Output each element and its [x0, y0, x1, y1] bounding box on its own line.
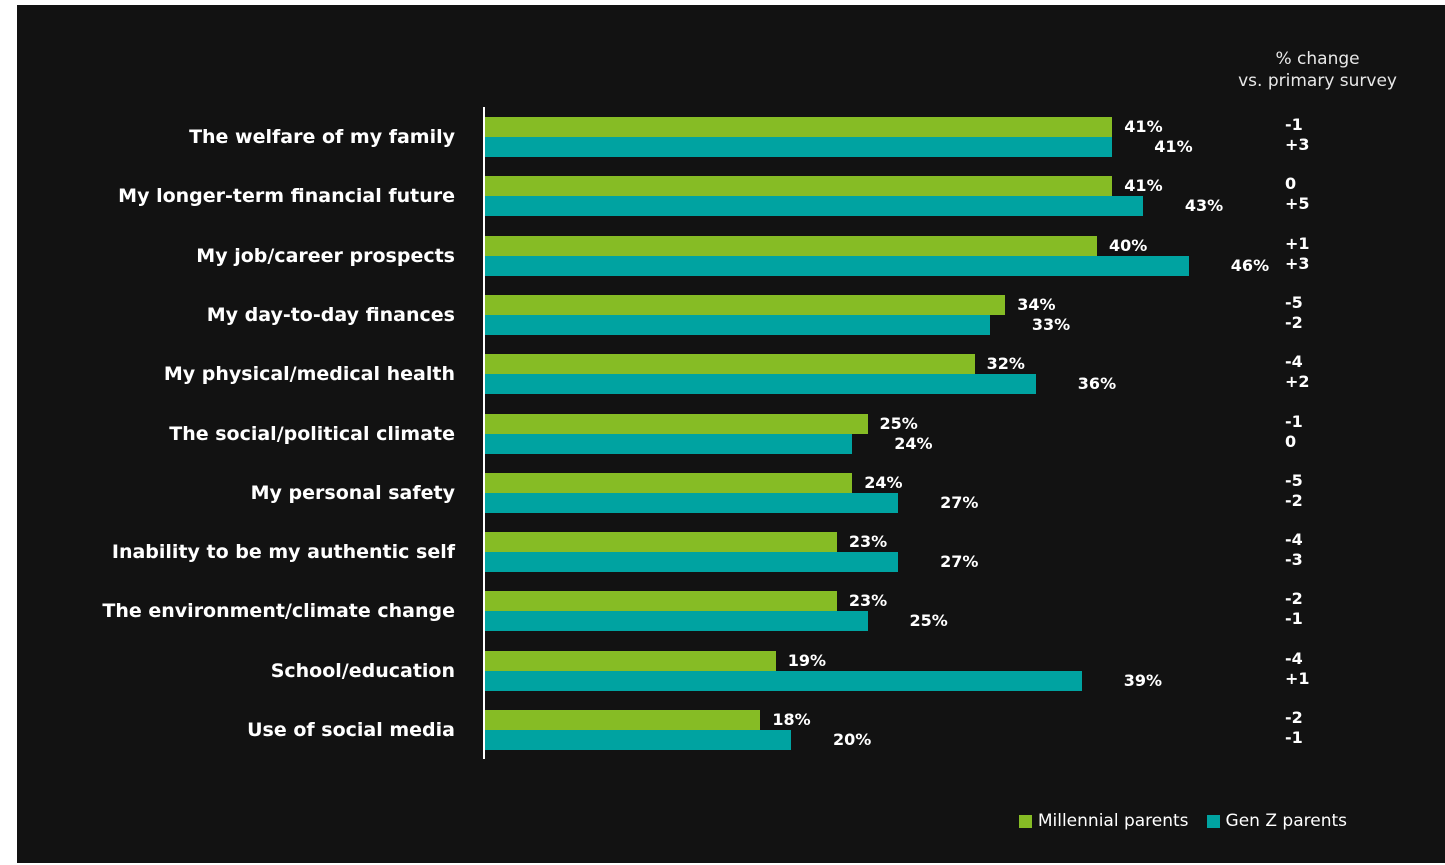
bar-genz — [485, 433, 853, 454]
change-genz: +3 — [1285, 135, 1310, 154]
change-millennial: -4 — [1285, 352, 1303, 372]
chart: % change vs. primary survey The welfare … — [17, 5, 1445, 863]
legend-swatch-genz — [1206, 814, 1220, 828]
change-genz: +5 — [1285, 194, 1310, 214]
bar-genz — [485, 492, 899, 513]
bar-genz — [485, 374, 1036, 395]
value-label-genz: 20% — [833, 730, 872, 749]
category-label: The social/political climate — [169, 422, 455, 445]
category-label: Inability to be my authentic self — [111, 541, 455, 564]
bar-millennial — [485, 710, 761, 730]
category-label: My day-to-day finances — [206, 303, 455, 326]
change-millennial: -5 — [1285, 470, 1303, 490]
bar-millennial — [485, 532, 837, 553]
change-genz: -1 — [1285, 609, 1303, 629]
change-header-line-2: vs. primary survey — [1238, 71, 1397, 91]
y-axis-line — [483, 107, 485, 759]
change-genz: -3 — [1285, 550, 1303, 570]
change-genz: +3 — [1285, 253, 1310, 273]
value-label-genz: 27% — [940, 552, 979, 572]
bar-genz — [485, 314, 990, 335]
bar-genz — [485, 611, 868, 632]
category-label: My personal safety — [250, 481, 455, 504]
value-label-millennial: 32% — [986, 354, 1025, 374]
legend-label-genz: Gen Z parents — [1225, 811, 1347, 831]
legend: Millennial parents Gen Z parents — [1001, 811, 1347, 831]
category-label: School/education — [270, 659, 455, 682]
bar-millennial — [485, 176, 1113, 197]
value-label-genz: 27% — [940, 492, 979, 512]
change-genz: 0 — [1285, 431, 1297, 451]
value-label-millennial: 41% — [1124, 176, 1163, 196]
value-label-genz: 33% — [1031, 314, 1071, 334]
value-label-millennial: 40% — [1109, 235, 1148, 255]
bar-genz — [485, 255, 1189, 276]
change-millennial: -1 — [1285, 411, 1303, 431]
change-millennial: +1 — [1285, 233, 1310, 253]
bar-millennial — [485, 650, 776, 671]
change-millennial: -2 — [1285, 589, 1303, 609]
bar-millennial — [485, 117, 1113, 137]
value-label-millennial: 18% — [772, 710, 811, 729]
category-label: Use of social media — [247, 719, 455, 741]
bar-genz — [485, 137, 1113, 157]
category-label: The welfare of my family — [189, 126, 455, 148]
change-genz: +1 — [1285, 668, 1310, 688]
value-label-millennial: 25% — [879, 413, 918, 433]
category-label: My job/career prospects — [196, 244, 455, 267]
change-millennial: -4 — [1285, 530, 1303, 550]
value-label-millennial: 23% — [848, 591, 888, 611]
value-label-genz: 24% — [894, 433, 933, 453]
value-label-genz: 46% — [1230, 255, 1270, 275]
value-label-millennial: 34% — [1017, 294, 1056, 314]
change-millennial: -4 — [1285, 648, 1303, 668]
bar-millennial — [485, 235, 1097, 256]
legend-item-genz: Gen Z parents — [1206, 811, 1347, 831]
bar-genz — [485, 196, 1143, 217]
category-label: My longer-term financial future — [118, 185, 455, 208]
bar-millennial — [485, 472, 853, 493]
change-genz: -2 — [1285, 312, 1303, 332]
bar-genz — [485, 670, 1082, 691]
bar-genz — [485, 730, 791, 750]
bar-millennial — [485, 354, 975, 375]
bar-millennial — [485, 413, 868, 434]
value-label-genz: 39% — [1123, 670, 1162, 690]
value-label-genz: 43% — [1184, 196, 1224, 216]
change-millennial: -2 — [1285, 708, 1303, 727]
legend-swatch-millennial — [1018, 814, 1032, 828]
change-genz: -2 — [1285, 490, 1303, 510]
bar-genz — [485, 552, 899, 573]
category-label: The environment/climate change — [102, 600, 455, 623]
change-genz: -1 — [1285, 728, 1303, 747]
change-millennial: -1 — [1285, 115, 1303, 134]
category-label: My physical/medical health — [163, 363, 455, 386]
value-label-millennial: 41% — [1124, 117, 1163, 136]
value-label-millennial: 19% — [787, 650, 826, 670]
change-column-header: % change vs. primary survey — [1238, 48, 1397, 92]
legend-label-millennial: Millennial parents — [1037, 811, 1189, 831]
change-millennial: 0 — [1285, 174, 1297, 194]
value-label-genz: 41% — [1154, 137, 1193, 156]
value-label-genz: 36% — [1077, 374, 1117, 394]
change-genz: +2 — [1285, 372, 1310, 392]
change-millennial: -5 — [1285, 292, 1303, 312]
bar-millennial — [485, 294, 1006, 315]
value-label-millennial: 23% — [848, 532, 888, 552]
value-label-millennial: 24% — [864, 472, 903, 492]
bar-millennial — [485, 591, 837, 612]
change-header-line-1: % change — [1275, 49, 1360, 69]
legend-item-millennial: Millennial parents — [1018, 811, 1189, 831]
value-label-genz: 25% — [909, 611, 948, 631]
